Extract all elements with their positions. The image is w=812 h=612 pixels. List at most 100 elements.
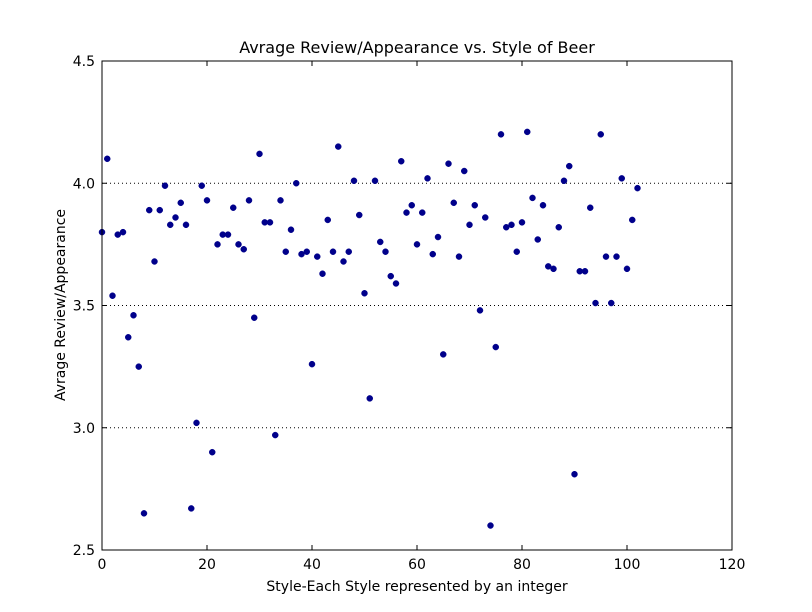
data-point (555, 224, 562, 231)
data-point (466, 221, 473, 229)
data-point (482, 214, 489, 221)
data-point (461, 167, 468, 175)
data-point (104, 155, 111, 163)
x-tick-label: 20 (198, 557, 216, 573)
data-point (618, 175, 625, 182)
data-point (188, 505, 195, 512)
data-point (177, 199, 184, 207)
data-point (581, 268, 589, 275)
data-point (350, 177, 358, 185)
data-point (587, 204, 594, 211)
data-point (172, 214, 179, 221)
data-point (167, 221, 174, 229)
data-point (445, 160, 452, 167)
data-point (440, 351, 447, 358)
data-point (303, 248, 310, 255)
data-point (518, 219, 526, 226)
data-point (382, 248, 389, 255)
y-axis-label: Avrage Review/Appearance (53, 209, 69, 401)
data-point (608, 299, 615, 307)
data-point (408, 202, 415, 209)
data-point (361, 290, 368, 297)
data-point (403, 209, 410, 216)
data-point (424, 175, 431, 182)
data-point (119, 228, 127, 236)
data-point (434, 233, 442, 241)
data-points (98, 128, 641, 529)
data-point (151, 258, 158, 265)
data-point (182, 221, 190, 229)
data-point (245, 197, 253, 204)
data-point (146, 206, 153, 214)
data-point (476, 307, 484, 314)
data-point (287, 226, 295, 233)
data-point (539, 202, 547, 209)
data-point (329, 248, 337, 255)
data-point (623, 265, 631, 273)
plot-area (102, 61, 732, 550)
chart-title: Avrage Review/Appearance vs. Style of Be… (239, 38, 595, 57)
y-tick-label: 3.0 (73, 421, 95, 437)
data-point (256, 150, 263, 158)
data-point (161, 182, 169, 189)
x-tick-label: 120 (719, 557, 746, 573)
data-point (314, 253, 321, 260)
data-point (387, 272, 394, 280)
data-point (125, 334, 132, 341)
data-point (429, 250, 436, 258)
data-point (513, 248, 520, 255)
x-tick-label: 40 (303, 557, 321, 573)
data-point (109, 292, 116, 299)
data-point (398, 157, 405, 165)
data-point (629, 216, 636, 224)
plot-frame (101, 60, 733, 551)
data-point (214, 241, 221, 248)
data-point (356, 211, 363, 219)
data-point (308, 360, 316, 368)
data-point (209, 448, 216, 456)
data-point (471, 202, 478, 209)
data-point (140, 510, 148, 517)
data-point (492, 343, 499, 351)
data-point (392, 280, 400, 287)
data-point (298, 250, 305, 258)
data-point (235, 241, 242, 248)
data-point (450, 199, 457, 207)
data-point (130, 312, 137, 319)
data-point (419, 209, 426, 216)
data-point (335, 143, 342, 150)
data-point (319, 270, 326, 277)
data-point (293, 180, 300, 187)
data-point (550, 265, 557, 273)
data-point (597, 131, 604, 138)
data-point (230, 204, 237, 211)
data-point (340, 258, 347, 265)
x-tick-label: 100 (614, 557, 641, 573)
ticks: 0 20 40 60 80 100 120 2.5 3.0 3.5 4.0 4.5 (73, 54, 746, 573)
data-point (534, 236, 541, 243)
data-point (545, 263, 552, 270)
data-point (613, 253, 620, 260)
data-point (156, 206, 163, 214)
data-point (282, 248, 289, 255)
gridlines (102, 182, 732, 429)
data-point (193, 419, 200, 427)
y-tick-label: 4.0 (73, 176, 95, 192)
y-tick-label: 2.5 (73, 543, 95, 559)
data-point (503, 224, 510, 231)
x-tick-label: 60 (408, 557, 426, 573)
x-tick-label: 0 (98, 557, 107, 573)
data-point (198, 182, 205, 189)
data-point (371, 177, 379, 185)
data-point (135, 363, 142, 370)
data-point (508, 221, 515, 229)
x-tick-label: 80 (513, 557, 531, 573)
data-point (203, 197, 211, 204)
data-point (277, 197, 284, 204)
data-point (345, 248, 352, 255)
data-point (560, 177, 568, 185)
data-point (266, 219, 274, 226)
data-point (602, 253, 610, 260)
data-point (366, 395, 373, 402)
